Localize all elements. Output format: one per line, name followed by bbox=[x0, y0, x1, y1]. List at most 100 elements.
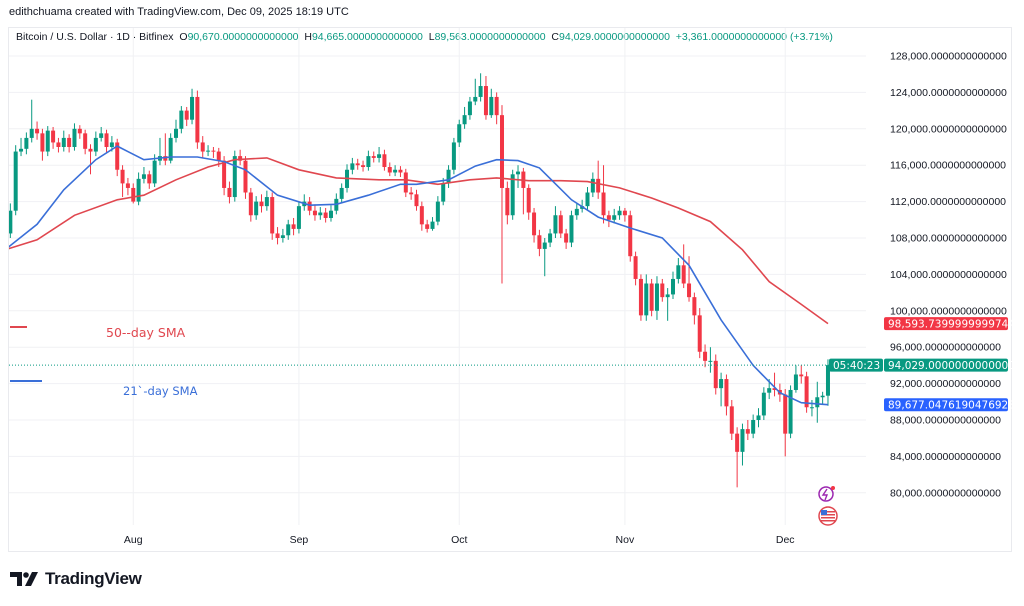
candle-body bbox=[825, 365, 830, 396]
candle-down bbox=[483, 76, 488, 120]
candle-body bbox=[259, 201, 264, 207]
candle-up bbox=[318, 207, 323, 220]
candle-up bbox=[553, 206, 558, 238]
candle-body bbox=[815, 397, 820, 408]
candle-body bbox=[708, 360, 713, 362]
candle-down bbox=[83, 129, 88, 155]
flag-stripe bbox=[821, 520, 835, 522]
candle-up bbox=[280, 228, 285, 243]
candle-up bbox=[296, 201, 301, 234]
candle-down bbox=[724, 374, 729, 416]
candle-up bbox=[328, 205, 333, 222]
sma21-price-badge: 89,677.0476190476928 bbox=[884, 398, 1015, 412]
y-tick-label: 120,000.0000000000000 bbox=[890, 123, 1007, 135]
candle-body bbox=[548, 233, 553, 243]
candle-up bbox=[478, 73, 483, 102]
candle-down bbox=[622, 207, 627, 222]
us-flag-economic-event-icon bbox=[818, 506, 838, 526]
y-tick-label: 124,000.0000000000000 bbox=[890, 87, 1007, 99]
open-value: 90,670.0000000000000 bbox=[187, 31, 299, 43]
candle-down bbox=[238, 149, 243, 166]
candle-body bbox=[574, 208, 579, 216]
candle-up bbox=[168, 133, 173, 164]
candle-body bbox=[398, 169, 403, 173]
candle-down bbox=[77, 125, 82, 139]
candle-body bbox=[665, 294, 670, 298]
candle-body bbox=[473, 96, 478, 102]
chart-frame bbox=[8, 27, 1012, 552]
symbol-label[interactable]: Bitcoin / U.S. Dollar · 1D · Bitfinex bbox=[16, 31, 174, 43]
candle-up bbox=[820, 391, 825, 404]
candle-body bbox=[83, 133, 88, 149]
candle-down bbox=[649, 278, 654, 317]
candle-body bbox=[767, 388, 772, 393]
candle-down bbox=[419, 201, 424, 231]
candle-down bbox=[371, 151, 376, 163]
candle-up bbox=[72, 123, 77, 151]
sma50-price-badge-text: 98,593.7399999999744 bbox=[888, 319, 1015, 331]
candle-down bbox=[703, 344, 708, 368]
sma21-price-badge-bg bbox=[884, 398, 1008, 412]
candle-body bbox=[216, 151, 221, 161]
candle-up bbox=[286, 219, 291, 240]
candle-down bbox=[115, 138, 120, 177]
chart-credit: edithchuama created with TradingView.com… bbox=[9, 6, 349, 18]
sma21-line bbox=[9, 145, 829, 406]
candle-up bbox=[761, 387, 766, 420]
candle-body bbox=[606, 215, 611, 220]
candle-up bbox=[190, 88, 195, 125]
candle-body bbox=[628, 215, 633, 257]
candle-down bbox=[195, 90, 200, 149]
candle-body bbox=[446, 169, 451, 184]
candle-body bbox=[697, 315, 702, 352]
candle-body bbox=[729, 406, 734, 434]
candle-down bbox=[660, 278, 665, 302]
candle-body bbox=[163, 156, 168, 161]
candle-body bbox=[227, 187, 232, 198]
candle-body bbox=[671, 278, 675, 295]
candle-body bbox=[152, 160, 157, 184]
candle-down bbox=[596, 160, 601, 199]
candle-body bbox=[419, 206, 424, 225]
candle-up bbox=[157, 137, 162, 166]
candle-body bbox=[56, 142, 61, 147]
candle-up bbox=[254, 196, 259, 220]
sma21-price-badge-text: 89,677.0476190476928 bbox=[888, 400, 1015, 412]
tradingview-logo[interactable]: TradingView bbox=[10, 569, 142, 589]
candle-up bbox=[719, 372, 724, 407]
sma21-label: 21`-day SMA bbox=[123, 384, 198, 398]
candle-body bbox=[804, 376, 809, 408]
candle-body bbox=[510, 174, 515, 216]
candle-up bbox=[473, 78, 478, 106]
candle-body bbox=[141, 174, 146, 179]
candle-up bbox=[61, 130, 66, 152]
candle-body bbox=[109, 142, 114, 147]
candle-down bbox=[681, 244, 686, 289]
sma50-price-badge-bg bbox=[884, 317, 1008, 331]
candle-down bbox=[51, 126, 56, 149]
candle-body bbox=[403, 172, 408, 193]
candle-down bbox=[558, 210, 563, 238]
candle-up bbox=[152, 154, 157, 188]
candle-body bbox=[296, 206, 301, 229]
candle-body bbox=[19, 148, 24, 152]
candle-down bbox=[184, 106, 189, 127]
candle-down bbox=[120, 165, 125, 198]
close-value: 94,029.0000000000000 bbox=[558, 31, 670, 43]
candle-body bbox=[238, 156, 243, 161]
candle-up bbox=[141, 167, 146, 184]
candle-up bbox=[350, 157, 355, 175]
candle-down bbox=[104, 129, 109, 153]
candle-up bbox=[19, 137, 24, 157]
y-tick-label: 108,000.0000000000000 bbox=[890, 233, 1007, 245]
candle-down bbox=[633, 251, 638, 286]
candle-up bbox=[617, 206, 622, 220]
candle-body bbox=[254, 201, 259, 216]
y-tick-label: 100,000.0000000000000 bbox=[890, 305, 1007, 317]
candle-body bbox=[553, 215, 558, 234]
candle-down bbox=[425, 219, 430, 233]
candle-body bbox=[13, 151, 18, 211]
candle-body bbox=[569, 215, 574, 243]
candle-body bbox=[29, 128, 34, 138]
